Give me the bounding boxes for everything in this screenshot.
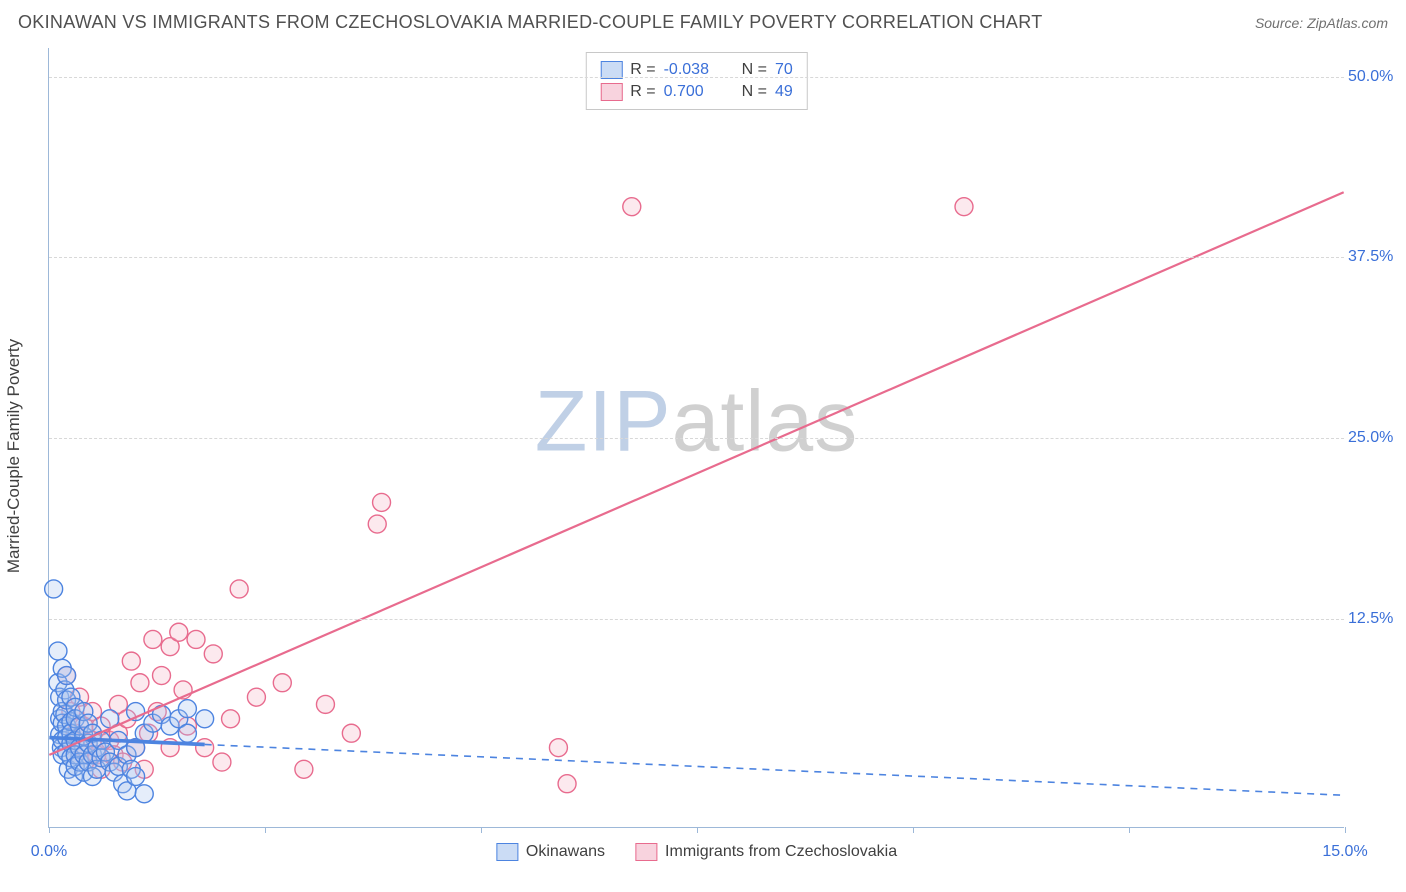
legend-swatch (496, 843, 518, 861)
n-value: 49 (775, 83, 793, 101)
source-link[interactable]: ZipAtlas.com (1307, 15, 1388, 31)
chart-header: OKINAWAN VS IMMIGRANTS FROM CZECHOSLOVAK… (18, 12, 1388, 33)
gridline (49, 438, 1344, 439)
x-tick (49, 827, 50, 833)
y-tick-label: 37.5% (1348, 248, 1406, 266)
y-tick-label: 25.0% (1348, 429, 1406, 447)
x-tick-label: 0.0% (31, 843, 67, 861)
source-label: Source: (1255, 15, 1307, 31)
legend-item: Immigrants from Czechoslovakia (635, 843, 897, 861)
y-tick-label: 50.0% (1348, 68, 1406, 86)
legend-swatch (600, 83, 622, 101)
chart-plot-area: ZIPatlas R =-0.038N =70R =0.700N =49 Oki… (48, 48, 1344, 828)
x-tick (1129, 827, 1130, 833)
y-axis-title: Married-Couple Family Poverty (4, 339, 24, 573)
legend-swatch (635, 843, 657, 861)
source-attribution: Source: ZipAtlas.com (1255, 15, 1388, 31)
x-tick (697, 827, 698, 833)
gridline (49, 257, 1344, 258)
legend-label: Okinawans (526, 843, 605, 861)
gridline (49, 619, 1344, 620)
legend-item: Okinawans (496, 843, 605, 861)
x-tick (265, 827, 266, 833)
gridline (49, 77, 1344, 78)
r-value: 0.700 (664, 83, 724, 101)
series-legend: Okinawans Immigrants from Czechoslovakia (496, 843, 897, 861)
legend-label: Immigrants from Czechoslovakia (665, 843, 897, 861)
r-label: R = (630, 83, 655, 101)
chart-title: OKINAWAN VS IMMIGRANTS FROM CZECHOSLOVAK… (18, 12, 1043, 33)
stats-legend-row: R = 0.700 N = 49 (600, 81, 792, 103)
correlation-stats-legend: R =-0.038N =70R =0.700N =49 (585, 52, 807, 110)
x-tick (481, 827, 482, 833)
n-label: N = (742, 83, 767, 101)
x-tick (913, 827, 914, 833)
y-tick-label: 12.5% (1348, 610, 1406, 628)
x-tick (1345, 827, 1346, 833)
x-tick-label: 15.0% (1322, 843, 1367, 861)
